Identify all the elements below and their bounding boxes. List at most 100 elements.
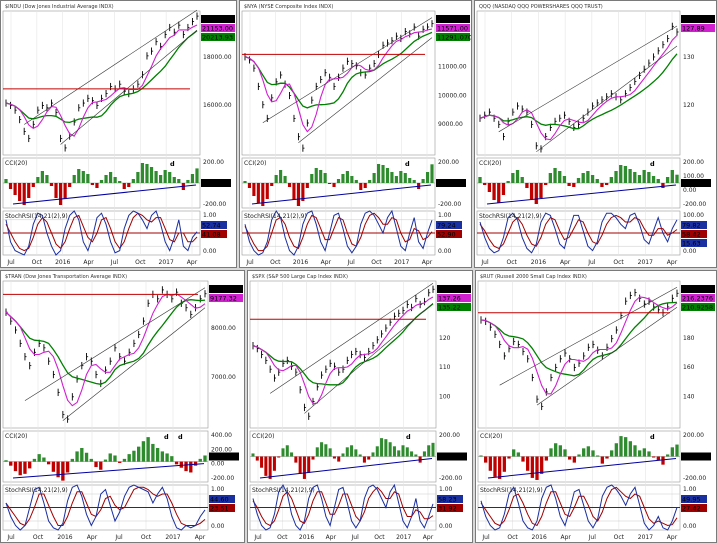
cci-bar [136,446,141,462]
price-tick-label: 180 [683,335,695,342]
trend-channel-upper [262,17,433,123]
cci-bar [516,452,520,457]
cci-bar [638,450,642,457]
cci-bar [362,456,366,463]
cci-bar [577,454,581,457]
stoch-value-tag-box [681,230,707,238]
cci-bar [186,180,190,183]
cci-bar [255,456,259,461]
cci-bar [320,442,324,457]
cci-label: CCI(20) [480,433,502,440]
cci-bar [553,168,557,183]
stoch-value-tag: 52.74 [202,221,221,229]
slow-moving-average-line [5,299,206,385]
price-value-tag: 127.89 [682,24,705,32]
stoch-tick-label: 0.00 [439,523,453,530]
price-value-tag-box [436,15,470,23]
cci-bar [381,165,385,183]
price-value-tag-box [681,24,715,32]
cci-bar [609,177,613,183]
cci-bar [265,183,269,199]
cci-value-tag: 116.62 [682,453,705,461]
cci-bar [558,171,562,183]
price-value-tag-box [201,33,235,41]
stoch-signal-line [5,212,198,252]
cci-bar [652,456,656,458]
cci-value-tag: 90.36 [210,453,229,461]
price-pane [2,280,209,429]
stoch-tick-label: 1.00 [203,212,217,219]
cci-bar [251,453,255,457]
stoch-value-tag: 15.63 [682,239,701,247]
cci-bar [296,183,300,206]
cci-tick-label: -200.00 [683,475,706,482]
trend-channel-upper [24,9,198,125]
cci-bar [37,454,41,462]
stoch-value-tag-box [681,504,707,512]
cci-tick-label: 200.00 [438,159,459,166]
cci-bar [270,183,274,186]
cci-bar [65,461,70,473]
cci-bar [315,447,319,457]
cci-tick-label: -200.00 [203,201,226,208]
chart-panel-5: $SPX (S&P 500 Large Cap Index INDX) Jul Oc… [247,270,473,543]
cci-bar [94,461,98,468]
cci-bar [32,458,37,462]
price-pane [2,10,201,156]
price-value-tag-box [436,24,470,32]
cci-bar [198,458,202,462]
stoch-tick-label: 1.00 [211,486,225,493]
cci-bar [90,183,95,185]
x-tick-label: Apr [561,534,572,541]
price-tick-label: 120 [683,102,695,109]
cci-bar [479,455,483,457]
chart-svg: $RUT (Russell 2000 Small Cap Index INDX)… [477,274,715,541]
stoch-value-tag-box [436,221,462,229]
cci-bar [81,171,85,183]
x-tick-label: Jul [245,259,254,266]
stoch-tick-label: 0.00 [683,248,697,255]
price-pane [476,10,681,156]
cci-bar [127,454,131,462]
chart-title: QQQ (NASDAQ QQQ POWERSHARES QQQ TRUST) [479,4,603,10]
cci-bar [56,461,60,478]
cci-bar [298,456,302,474]
trend-channel-lower [62,307,206,421]
slow-moving-average-line [480,301,678,377]
stoch-value-tag: 49.95 [682,495,701,503]
price-value-tag-box [436,33,470,41]
x-tick-label: 2016 [299,534,314,541]
price-value-tag-box [209,285,243,293]
cci-bar [118,181,122,183]
cci-bar [22,183,26,205]
cci-bar [104,175,108,183]
cci-bar [520,177,524,183]
x-tick-label: Jul [347,259,356,266]
cci-bar [350,176,354,183]
cci-bar [661,183,665,188]
cci-value-tag-box [681,179,711,187]
cci-bar [619,165,623,183]
stoch-value-tag: 44.60 [210,495,229,503]
price-value-tag: 223.4697 [682,285,713,293]
price-tick-label: 16000.00 [203,102,232,109]
cci-bar [414,454,418,457]
cci-bar [294,456,298,463]
cci-bar [243,181,247,183]
cci-bar [501,183,506,195]
cci-bar [590,175,595,183]
cci-bar [36,177,40,183]
price-value-tag: 11571.00 [437,24,468,32]
stoch-rsi-line [5,484,206,531]
stoch-tick-label: 0.00 [203,248,217,255]
stoch-rsi-line [252,483,434,531]
cci-bar [324,444,328,457]
price-tick-label: 7000.00 [211,374,236,381]
cci-bar [515,170,520,183]
chart-svg: $INDU (Dow Jones Industrial Average INDX… [2,4,235,266]
price-pane [477,280,681,429]
stoch-signal-line [252,486,434,527]
cci-bar [177,179,181,183]
cci-value-tag: 133.58 [438,453,461,461]
cci-bar [252,183,256,196]
